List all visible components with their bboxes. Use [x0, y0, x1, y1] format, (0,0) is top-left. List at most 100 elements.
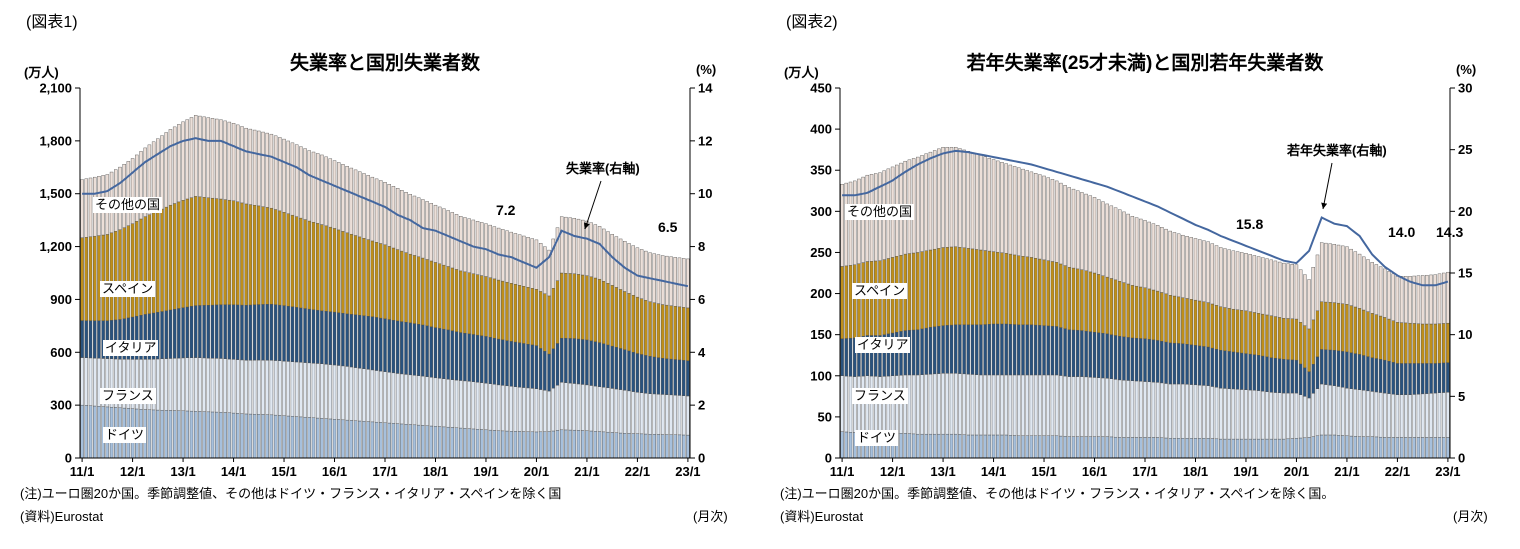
- svg-text:300: 300: [810, 204, 832, 219]
- svg-text:8: 8: [698, 239, 705, 254]
- figure-1-panel: 0 300 600 900 1,200 1,500 1,800 2,100 0 2 4 6 8 10 12 1…: [20, 14, 728, 524]
- svg-text:13/1: 13/1: [170, 464, 195, 479]
- svg-text:12/1: 12/1: [880, 464, 905, 479]
- figure-label: (図表1): [26, 14, 78, 31]
- svg-text:16/1: 16/1: [322, 464, 347, 479]
- svg-text:23/1: 23/1: [675, 464, 700, 479]
- svg-text:100: 100: [810, 368, 832, 383]
- svg-text:6: 6: [698, 292, 705, 307]
- figure-2-panel: 0 50 100 150 200 250 300 350 400 450 0 5 10 15 20 25 30 1…: [760, 0, 1520, 549]
- stack-label-spain: スペイン: [852, 283, 908, 299]
- callout-rate-min: 14.0: [1388, 224, 1416, 240]
- line-series-annotation: 若年失業率(右軸): [1287, 143, 1387, 158]
- line-series-annotation: 失業率(右軸): [566, 161, 640, 176]
- callout-rate-dip: 7.2: [496, 202, 516, 218]
- svg-text:2: 2: [698, 398, 705, 413]
- chart-title: 失業率と国別失業者数: [289, 53, 480, 74]
- svg-text:20/1: 20/1: [1284, 464, 1309, 479]
- svg-text:21/1: 21/1: [574, 464, 599, 479]
- annotation-arrow: [1321, 162, 1333, 210]
- svg-text:14/1: 14/1: [981, 464, 1006, 479]
- left-axis-unit-label: (万人): [784, 65, 819, 80]
- stacked-bars-layer: [80, 115, 690, 459]
- svg-text:15/1: 15/1: [1031, 464, 1056, 479]
- svg-text:600: 600: [50, 345, 72, 360]
- svg-text:12: 12: [698, 133, 712, 148]
- axes: [75, 87, 695, 462]
- svg-text:12/1: 12/1: [120, 464, 145, 479]
- frequency-label: (月次): [693, 509, 728, 524]
- svg-text:11/1: 11/1: [70, 464, 95, 479]
- svg-text:25: 25: [1458, 142, 1472, 157]
- stack-label-italy: イタリア: [103, 340, 159, 356]
- stack-label-others: その他の国: [93, 197, 163, 213]
- svg-text:2,100: 2,100: [39, 81, 72, 96]
- svg-text:17/1: 17/1: [372, 464, 397, 479]
- stack-label-france: フランス: [852, 388, 908, 404]
- svg-text:0: 0: [825, 451, 832, 466]
- rate-line: [842, 149, 1449, 287]
- right-axis-unit-label: (%): [1456, 62, 1477, 77]
- svg-text:200: 200: [810, 286, 832, 301]
- frequency-label: (月次): [1453, 509, 1488, 524]
- svg-text:23/1: 23/1: [1435, 464, 1460, 479]
- svg-text:400: 400: [810, 122, 832, 137]
- unemployment-chart-canvas: 0 300 600 900 1,200 1,500 1,800 2,100 0 2 4 6 8 10 12 1…: [39, 81, 713, 480]
- svg-text:50: 50: [818, 409, 832, 424]
- youth-unemployment-chart-canvas: 0 50 100 150 200 250 300 350 400 450 0 5 10 15 20 25 30 1…: [810, 81, 1472, 480]
- svg-text:1,800: 1,800: [39, 133, 72, 148]
- svg-text:0: 0: [65, 451, 72, 466]
- svg-text:350: 350: [810, 163, 832, 178]
- svg-text:450: 450: [810, 81, 832, 96]
- annotation-arrow: [584, 180, 602, 230]
- svg-text:19/1: 19/1: [473, 464, 498, 479]
- source-label: (資料)Eurostat: [20, 509, 104, 524]
- svg-text:15: 15: [1458, 266, 1472, 281]
- svg-text:10: 10: [1458, 327, 1472, 342]
- left-axis-unit-label: (万人): [24, 65, 59, 80]
- svg-text:22/1: 22/1: [625, 464, 650, 479]
- svg-text:0: 0: [1458, 451, 1465, 466]
- svg-text:250: 250: [810, 245, 832, 260]
- stack-label-france: フランス: [100, 388, 156, 404]
- stacked-bars-layer: [840, 146, 1450, 459]
- callout-rate-latest: 14.3: [1436, 224, 1464, 240]
- svg-text:18/1: 18/1: [1183, 464, 1208, 479]
- svg-text:22/1: 22/1: [1385, 464, 1410, 479]
- svg-text:11/1: 11/1: [830, 464, 855, 479]
- svg-text:300: 300: [50, 398, 72, 413]
- svg-text:17/1: 17/1: [1132, 464, 1157, 479]
- footnote: (注)ユーロ圏20か国。季節調整値、その他はドイツ・フランス・イタリア・スペイン…: [20, 486, 562, 501]
- svg-text:1,500: 1,500: [39, 186, 72, 201]
- stack-label-germany: ドイツ: [855, 430, 899, 446]
- svg-text:4: 4: [698, 345, 706, 360]
- callout-rate-dip: 15.8: [1236, 216, 1264, 232]
- svg-text:14/1: 14/1: [221, 464, 246, 479]
- stack-label-italy: イタリア: [855, 337, 911, 353]
- svg-text:1,200: 1,200: [39, 239, 72, 254]
- svg-text:19/1: 19/1: [1233, 464, 1258, 479]
- stack-label-spain: スペイン: [100, 281, 156, 297]
- source-label: (資料)Eurostat: [780, 509, 864, 524]
- rate-line: [82, 137, 689, 288]
- svg-text:15/1: 15/1: [271, 464, 296, 479]
- chart-title: 若年失業率(25才未満)と国別若年失業者数: [966, 53, 1324, 74]
- svg-text:14: 14: [698, 81, 713, 96]
- svg-text:20: 20: [1458, 204, 1472, 219]
- stack-label-germany: ドイツ: [103, 427, 147, 443]
- svg-text:21/1: 21/1: [1334, 464, 1359, 479]
- right-axis-unit-label: (%): [696, 62, 717, 77]
- svg-text:30: 30: [1458, 81, 1472, 96]
- callout-rate-latest: 6.5: [658, 219, 678, 235]
- svg-text:18/1: 18/1: [423, 464, 448, 479]
- svg-text:16/1: 16/1: [1082, 464, 1107, 479]
- svg-text:10: 10: [698, 186, 712, 201]
- footnote: (注)ユーロ圏20か国。季節調整値、その他はドイツ・フランス・イタリア・スペイン…: [780, 486, 1335, 501]
- figure-label: (図表2): [786, 14, 838, 31]
- svg-text:0: 0: [698, 451, 705, 466]
- svg-text:150: 150: [810, 327, 832, 342]
- stack-label-others: その他の国: [845, 204, 915, 220]
- svg-text:900: 900: [50, 292, 72, 307]
- axes: [835, 87, 1455, 462]
